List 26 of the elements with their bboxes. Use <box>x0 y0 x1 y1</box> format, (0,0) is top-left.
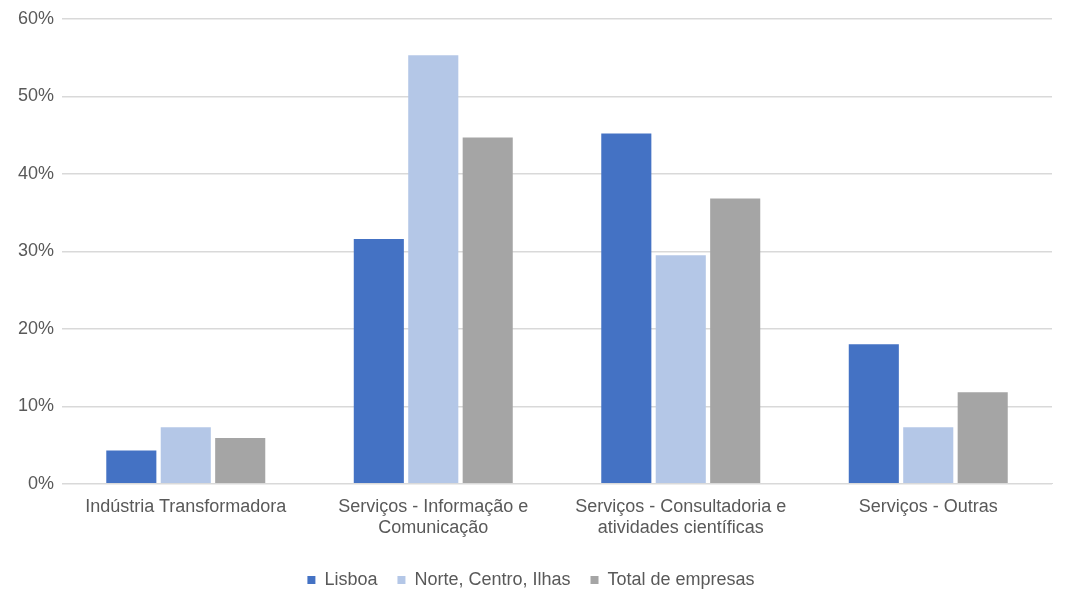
bar <box>215 438 266 484</box>
legend-label: Lisboa <box>324 568 379 589</box>
bar <box>848 344 899 484</box>
x-tick-label: Serviços - Outras <box>858 495 998 516</box>
y-tick-label: 10% <box>18 395 55 416</box>
y-tick-label: 0% <box>28 472 55 493</box>
y-tick-label: 40% <box>18 162 55 183</box>
bar <box>353 238 404 484</box>
bar <box>710 198 761 484</box>
bar <box>655 255 706 484</box>
y-tick-label: 30% <box>18 240 55 261</box>
bar <box>601 133 652 484</box>
x-tick-label: Serviços - Consultadoria e atividades científicas <box>575 495 787 538</box>
bar <box>462 137 513 484</box>
y-tick-label: 50% <box>18 85 55 106</box>
bar <box>160 427 211 484</box>
x-tick-label: Indústria Transformadora <box>85 495 288 516</box>
y-tick-label: 60% <box>18 7 55 28</box>
bar <box>106 450 157 484</box>
legend-label: Total de empresas <box>607 568 755 589</box>
bar <box>903 427 954 484</box>
bar <box>957 392 1008 484</box>
legend-label: Norte, Centro, Ilhas <box>414 568 571 589</box>
y-tick-label: 20% <box>18 317 55 338</box>
x-tick-label: Serviços - Informação e Comunicação <box>338 495 529 538</box>
bar <box>408 55 459 484</box>
